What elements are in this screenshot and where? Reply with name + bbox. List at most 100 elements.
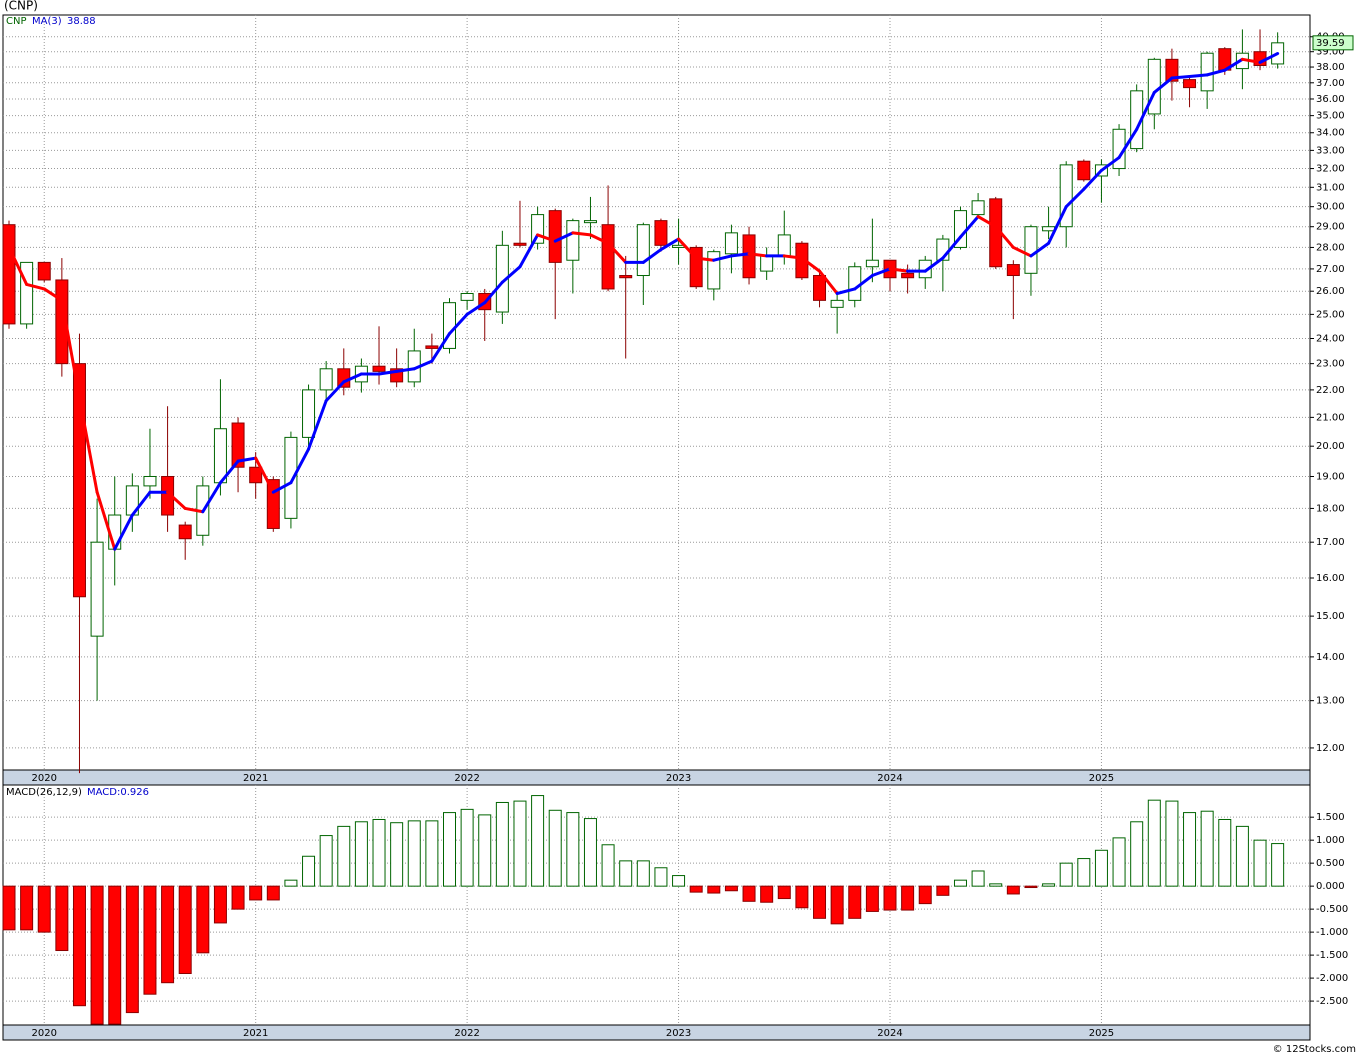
macd-bar [672, 875, 686, 887]
ma-line [95, 490, 117, 551]
macd-bar [513, 800, 527, 887]
ma-line [588, 233, 610, 245]
macd-bar [777, 885, 791, 900]
candle-body [583, 220, 597, 224]
ma-line [571, 231, 592, 237]
y-tick-label: 19.00 [1316, 471, 1345, 482]
y-tick-label: 25.00 [1316, 309, 1345, 320]
candle-body [1183, 79, 1197, 89]
candle-body [636, 224, 650, 277]
candle-body [2, 224, 16, 325]
ma-line [923, 256, 945, 273]
legend-label: MA(3) [32, 16, 62, 27]
ma-line [976, 215, 998, 229]
macd-bar [302, 855, 316, 887]
ma-line [448, 312, 469, 336]
macd-bar [178, 885, 192, 975]
ma-line [201, 481, 222, 514]
candle-body [425, 345, 439, 349]
y-tick-label: 21.00 [1316, 412, 1345, 423]
legend-value: 38.88 [67, 16, 96, 27]
candle-body [213, 428, 227, 484]
candle-body [1042, 226, 1056, 232]
candle-body [284, 436, 298, 519]
macd-bar [953, 879, 967, 887]
candle-body [601, 224, 615, 290]
candle-body [249, 466, 263, 484]
y-tick-label: 34.00 [1316, 128, 1345, 139]
y-tick-label: 38.00 [1316, 62, 1345, 73]
ma-line [483, 280, 504, 305]
x-tick-label: 2024 [877, 773, 902, 784]
candle-body [848, 266, 862, 301]
ma-line [500, 265, 522, 284]
ma-line [60, 298, 81, 400]
legend-label: MACD(26,12,9) [6, 787, 82, 798]
y-tick-label: 29.00 [1316, 222, 1345, 233]
ma-line [800, 256, 822, 273]
macd-bar [724, 885, 738, 892]
macd-bar [2, 885, 16, 931]
macd-bar [1147, 799, 1161, 887]
ma-line [1152, 76, 1174, 94]
y-tick-label: 35.00 [1316, 111, 1345, 122]
price-tag [1312, 35, 1354, 51]
x-tick-label: 2025 [1089, 773, 1114, 784]
chart-title: (CNP) [4, 0, 38, 13]
y-tick-label: 24.00 [1316, 333, 1345, 344]
ma-line [994, 225, 1015, 249]
macd-bar [1235, 825, 1249, 887]
macd-bar [37, 885, 51, 933]
y-tick-label: 17.00 [1316, 537, 1345, 548]
candle-body [302, 389, 316, 438]
ma-line [183, 506, 205, 514]
candle-body [90, 541, 104, 637]
candle-body [37, 261, 51, 281]
macd-bar [1059, 862, 1073, 887]
macd-bar [1112, 837, 1126, 887]
candle-body [1024, 226, 1038, 274]
candle-body [619, 275, 633, 279]
y-tick-label: 27.00 [1316, 264, 1345, 275]
ma-line [113, 513, 134, 551]
y-tick-label: 16.00 [1316, 573, 1345, 584]
candle-body [1200, 52, 1214, 92]
ma-line [25, 282, 46, 291]
ma-line [307, 399, 328, 451]
ma-line [430, 332, 451, 363]
macd-bar [72, 885, 86, 1007]
macd-bar [213, 885, 227, 924]
macd-bar [636, 860, 650, 887]
ma-line [958, 215, 980, 239]
footer: © 12Stocks.com [1273, 1044, 1356, 1055]
macd-bar [354, 821, 368, 887]
ma-line [518, 233, 540, 269]
y-tick-label: 18.00 [1316, 503, 1345, 514]
price-tag-label: 39.59 [1316, 38, 1345, 49]
macd-bar [971, 870, 985, 887]
macd-bar [20, 885, 34, 931]
macd-bar [601, 844, 615, 887]
x-tick-label: 2022 [454, 773, 479, 784]
ma-line [782, 254, 804, 260]
candle-body [830, 299, 844, 308]
macd-bar [1165, 800, 1179, 887]
macd-bar [231, 885, 245, 910]
macd-bar [1077, 858, 1091, 887]
ma-line [677, 237, 698, 260]
ma-line [641, 248, 663, 264]
macd-bar [883, 885, 897, 911]
candle-body [1077, 160, 1091, 181]
macd-bar [1183, 812, 1197, 887]
x-axis-strip [2, 1024, 1311, 1041]
ma-line [412, 359, 434, 371]
macd-bar [848, 885, 862, 919]
ma-line [536, 233, 557, 243]
x-tick-label: 2025 [1089, 1028, 1114, 1039]
ma-line [835, 287, 857, 295]
macd-bar [813, 885, 827, 919]
x-tick-label: 2021 [243, 773, 268, 784]
candle-body [742, 234, 756, 279]
macd-bar [390, 822, 404, 887]
